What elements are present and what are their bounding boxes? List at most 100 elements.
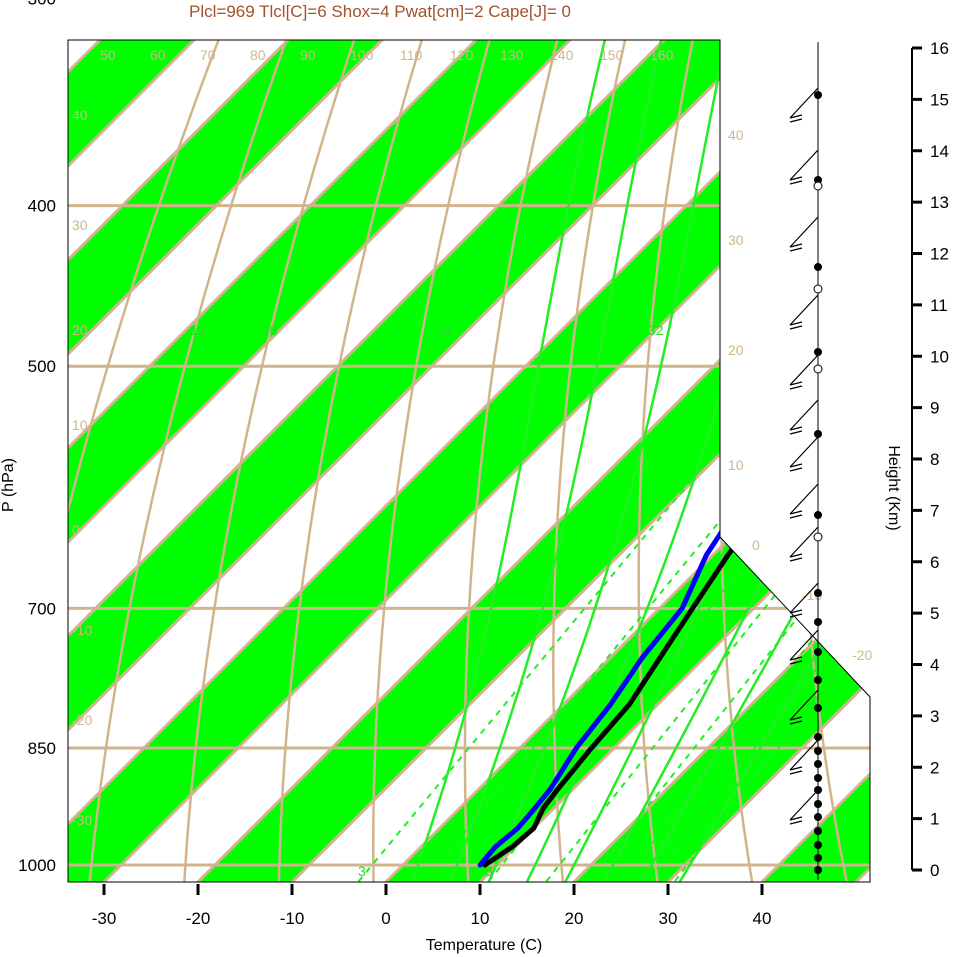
wind-barb [789, 739, 819, 775]
x-axis-label: Temperature (C) [426, 937, 542, 954]
height-axis-label: Height (Km) [885, 445, 902, 530]
isotherm-line [68, 40, 870, 882]
left-edge-label: 0 [72, 522, 80, 538]
dry-adiabat-line [463, 40, 870, 882]
temperature-point [659, 657, 661, 659]
pressure-axis: 1001502002503004005007008501000 [18, 0, 56, 875]
left-edge-label: 20 [72, 322, 88, 338]
y-axis-label: P (hPa) [0, 458, 17, 512]
dewpoint-point [495, 846, 496, 848]
temperature-point [692, 607, 694, 609]
isotherm-line [440, 40, 870, 882]
temperature-tick-label: 20 [565, 909, 584, 928]
temperature-line [482, 40, 870, 868]
temperature-point [628, 703, 630, 705]
isotherm-line [68, 40, 870, 882]
dry-adiabat-label: 150 [600, 47, 624, 63]
wind-barb [789, 789, 819, 825]
left-edge-label: -10 [72, 622, 92, 638]
wind-calm-marker [813, 284, 823, 294]
height-tick-label: 14 [930, 142, 949, 161]
wind-level-marker [814, 676, 822, 684]
dewpoint-point [549, 788, 551, 790]
height-tick-label: 16 [930, 39, 949, 58]
dewpoint-point [517, 827, 519, 829]
height-tick-label: 9 [930, 399, 939, 418]
dry-adiabat-label: 70 [200, 47, 216, 63]
temperature-tick-label: 30 [659, 909, 678, 928]
dewpoint-point [479, 864, 481, 866]
height-tick-label: 8 [930, 450, 939, 469]
height-tick-label: 10 [930, 347, 949, 366]
plot-frame [67, 39, 871, 883]
dry-adiabat-label: 50 [100, 47, 116, 63]
temperature-point [557, 788, 559, 790]
left-edge-label: 40 [72, 107, 88, 123]
isotherm-line [68, 40, 870, 882]
height-tick-label: 15 [930, 90, 949, 109]
moist-adiabat-line [667, 40, 870, 882]
wind-level-marker [814, 618, 822, 626]
wind-level-marker [814, 348, 822, 356]
dry-adiabat-line [83, 40, 704, 882]
isotherm-label: 10 [728, 457, 744, 473]
dry-adiabat-label: 130 [500, 47, 524, 63]
isotherm-line [346, 40, 870, 882]
mixing-ratio-label: 24 [438, 322, 454, 338]
dry-adiabat-line [954, 0, 961, 934]
dry-adiabat-label: 160 [650, 47, 674, 63]
temperature-point [590, 747, 592, 749]
dewpoint-point [888, 366, 889, 367]
moist-adiabat-line [404, 40, 729, 882]
mixing-ratio-label: 16 [262, 322, 278, 338]
wind-barb [789, 582, 819, 618]
dry-adiabat-label: 60 [150, 47, 166, 63]
height-tick-label: 1 [930, 810, 939, 829]
dry-adiabat-label: 140 [550, 47, 574, 63]
isotherm-label: -20 [852, 647, 872, 663]
temperature-tick-label: 10 [471, 909, 490, 928]
wind-level-marker [814, 774, 822, 782]
wind-level-marker [814, 854, 822, 862]
height-tick-label: 3 [930, 707, 939, 726]
isotherm-label: 40 [728, 127, 744, 143]
wind-level-marker [814, 841, 822, 849]
height-tick-label: 13 [930, 193, 949, 212]
dewpoint-line [477, 40, 870, 868]
temperature-axis: -30 -20 -10 0 10 20 30 40 [92, 884, 772, 928]
pressure-tick-label: 1000 [18, 856, 56, 875]
isotherm-band [68, 40, 870, 882]
height-tick-label: 6 [930, 553, 939, 572]
wind-level-marker [814, 747, 822, 755]
temperature-point [880, 366, 881, 367]
temperature-point [484, 864, 486, 866]
dewpoint-point [743, 496, 745, 498]
mixing-ratio-line [530, 204, 870, 882]
moist-adiabat-line [441, 40, 777, 882]
dry-adiabat-label: 100 [350, 47, 374, 63]
temperature-tick-label: 40 [753, 909, 772, 928]
wind-barb [789, 629, 819, 665]
dewpoint-point [705, 554, 707, 556]
mixing-ratio-label: 32 [648, 322, 664, 338]
height-tick-label: 2 [930, 758, 939, 777]
wind-level-marker [814, 800, 822, 808]
temperature-tick-label: -10 [280, 909, 305, 928]
left-edge-label: -20 [72, 712, 92, 728]
dry-adiabat-label: 90 [300, 47, 316, 63]
wind-level-marker [814, 589, 822, 597]
pressure-tick-label: 400 [28, 197, 56, 216]
isotherm-band [68, 40, 870, 882]
temperature-point [727, 554, 729, 556]
dewpoint-point [938, 290, 939, 291]
pressure-tick-label: 300 [28, 0, 56, 9]
wind-calm-marker [813, 181, 823, 191]
dry-adiabat-line [277, 40, 798, 882]
wind-barb [789, 294, 819, 330]
wind-barb [789, 689, 819, 725]
dry-adiabat-label: 80 [250, 47, 266, 63]
wind-barb-column [789, 42, 823, 880]
temperature-tick-label: 0 [381, 909, 390, 928]
